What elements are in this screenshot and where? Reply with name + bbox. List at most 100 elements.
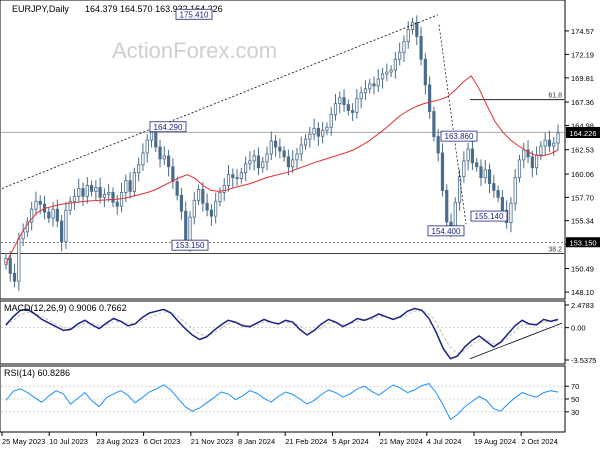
candle-body	[252, 155, 256, 162]
candle-body	[325, 126, 329, 131]
candle-body	[98, 187, 102, 198]
candle-body	[376, 78, 380, 87]
decline-trendline	[438, 24, 467, 225]
candle-body	[547, 139, 552, 147]
candle-body	[137, 164, 141, 174]
candle-body	[466, 148, 470, 162]
candle-body	[380, 73, 385, 80]
x-axis-label: 5 Apr 2024	[332, 437, 368, 446]
x-axis-label: 2 Oct 2024	[521, 437, 558, 446]
price-label: 175.410	[180, 10, 209, 19]
candle-body	[214, 200, 218, 217]
watermark: ActionForex.com	[112, 38, 277, 63]
x-axis-label: 4 Jul 2024	[427, 437, 462, 446]
candle-body	[184, 210, 188, 243]
candle-body	[500, 196, 504, 211]
candle-body	[119, 192, 124, 207]
price-label-box	[175, 8, 213, 20]
candle-body	[94, 187, 98, 192]
candle-body	[89, 185, 94, 192]
candle-body	[85, 185, 89, 197]
candle-body	[393, 58, 397, 71]
support-price-label: 153.150	[569, 238, 596, 247]
candle-body	[171, 166, 175, 182]
candle-body	[333, 103, 338, 115]
candle-body	[145, 139, 149, 154]
candle-body	[167, 155, 171, 168]
candle-body	[556, 132, 560, 144]
candle-body	[295, 153, 299, 161]
candle-body	[64, 209, 68, 243]
candle-body	[389, 69, 393, 73]
x-axis-label: 19 Aug 2024	[474, 437, 516, 446]
candle-body	[261, 161, 265, 169]
candle-body	[201, 189, 205, 204]
candle-body	[410, 22, 415, 31]
candle-body	[175, 181, 179, 196]
candle-body	[55, 208, 59, 222]
candle-body	[111, 192, 115, 203]
price-label-box	[171, 239, 209, 251]
candle-body	[299, 144, 303, 155]
price-axis-label: 172.19	[571, 50, 594, 59]
price-axis-label: 157.70	[571, 193, 594, 202]
x-axis-label: 25 May 2023	[2, 437, 45, 446]
candle-body	[205, 202, 209, 211]
candle-body	[115, 201, 119, 207]
x-axis-label: 21 Feb 2024	[285, 437, 327, 446]
candle-body	[291, 159, 295, 168]
candle-body	[338, 97, 342, 105]
macd-title: MACD(12,26,9) 0.9006 0.7662	[4, 303, 127, 313]
price-axis-label: 174.57	[571, 27, 594, 36]
candle-body	[462, 160, 466, 178]
macd-layer: 2.4783 0.00 -3.5375	[1, 301, 596, 365]
candle-body	[385, 71, 389, 75]
candle-body	[543, 139, 547, 147]
candle-body	[440, 152, 445, 191]
price-label-box	[440, 130, 478, 142]
candle-body	[436, 136, 440, 154]
current-price-label: 164.226	[569, 129, 596, 138]
price-label-box	[149, 121, 187, 133]
x-axis-label: 10 Jul 2023	[49, 437, 88, 446]
candle-body	[244, 163, 248, 174]
fib-61-label: 61.8	[548, 93, 562, 100]
candle-body	[209, 209, 213, 217]
candle-body	[406, 29, 410, 42]
candle-body	[470, 148, 475, 164]
rsi-axis-label: 30	[571, 408, 579, 417]
candle-body	[60, 220, 64, 243]
candle-body	[286, 156, 291, 168]
candle-body	[517, 159, 522, 179]
price-label-box	[427, 225, 465, 237]
candle-body	[342, 97, 346, 106]
candle-body	[12, 272, 17, 282]
candle-body	[8, 258, 12, 274]
candle-body	[30, 208, 34, 223]
candle-body	[402, 41, 406, 53]
x-axis-label: 21 May 2024	[380, 437, 423, 446]
candle-body	[128, 180, 132, 192]
candle-body	[21, 231, 25, 240]
candle-body	[398, 51, 402, 60]
candle-body	[68, 200, 72, 211]
rsi-axis-label: 70	[571, 382, 579, 391]
candle-body	[158, 146, 162, 160]
candle-body	[218, 192, 222, 202]
x-axis-label: 23 Aug 2023	[96, 437, 138, 446]
x-axis: 25 May 2023 10 Jul 2023 23 Aug 2023 6 Oct 2…	[1, 432, 558, 446]
candle-body	[154, 131, 158, 148]
price-axis-label: 160.06	[571, 170, 594, 179]
price-label: 153.150	[176, 241, 205, 250]
candle-body	[316, 127, 320, 137]
candle-body	[552, 142, 556, 147]
candle-body	[265, 153, 269, 163]
candle-body	[530, 156, 534, 169]
candle-body	[522, 149, 526, 161]
candle-body	[17, 238, 21, 282]
macd-panel	[0, 300, 566, 365]
chart-header-symbol: EURJPY,Daily	[12, 4, 69, 14]
candle-body	[308, 133, 312, 140]
candle-body	[162, 155, 166, 160]
